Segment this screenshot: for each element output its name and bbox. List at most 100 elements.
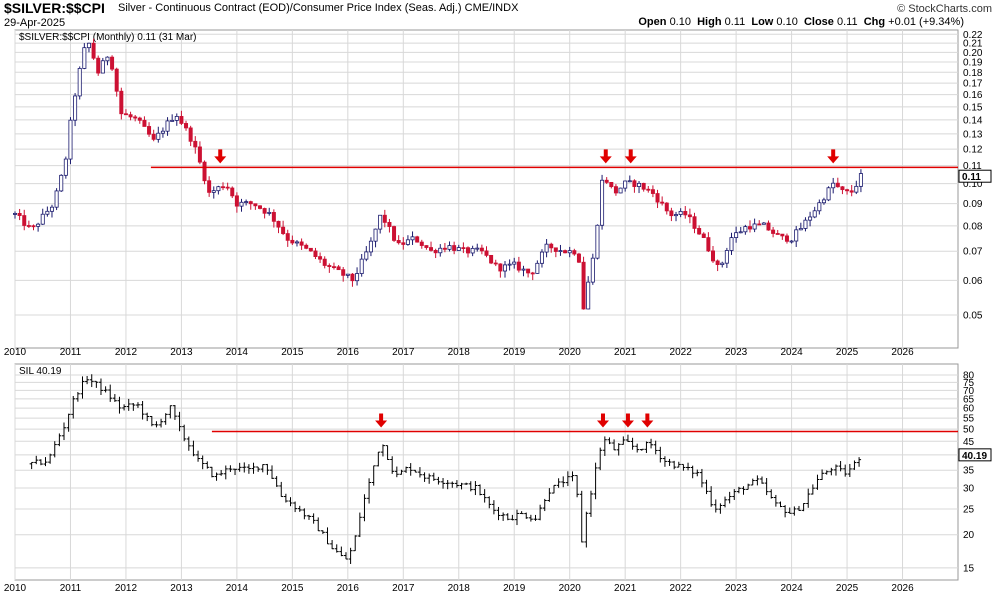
- candle-body: [627, 180, 632, 183]
- candle-body: [489, 254, 494, 264]
- x-tick-label: 2023: [725, 583, 748, 594]
- x-tick-label: 2018: [448, 583, 471, 594]
- candle-body: [234, 195, 239, 207]
- candle-body: [498, 263, 503, 272]
- last-value-label: 40.19: [962, 451, 987, 462]
- candle-body: [757, 223, 762, 226]
- candle-body: [840, 186, 845, 191]
- candle-body: [68, 119, 73, 160]
- y-tick-label: 25: [963, 505, 975, 516]
- y-tick-label: 20: [963, 530, 975, 541]
- candle-body: [521, 268, 526, 271]
- candle-body: [262, 208, 267, 214]
- candle-body: [336, 266, 341, 271]
- candle-body: [766, 222, 771, 231]
- candle-body: [179, 116, 184, 124]
- candle-body: [211, 190, 216, 193]
- candle-body: [669, 210, 674, 217]
- candle-body: [239, 201, 244, 207]
- candle-body: [86, 42, 91, 49]
- high-label: High: [697, 16, 722, 28]
- x-tick-label: 2025: [836, 583, 859, 594]
- candle-body: [502, 264, 507, 272]
- candle-body: [563, 250, 568, 254]
- y-tick-label: 0.18: [963, 68, 983, 79]
- candle-body: [401, 242, 406, 245]
- candle-body: [77, 68, 82, 97]
- candle-body: [456, 247, 461, 251]
- candle-body: [803, 219, 808, 229]
- candle-body: [600, 179, 605, 226]
- candle-body: [674, 214, 679, 217]
- candle-body: [82, 47, 87, 69]
- high-value: 0.11: [724, 16, 746, 28]
- candle-body: [424, 245, 429, 248]
- candle-body: [160, 130, 165, 134]
- candle-body: [637, 182, 642, 187]
- candle-body: [123, 113, 128, 116]
- candle-body: [373, 228, 378, 242]
- y-tick-label: 0.09: [963, 199, 983, 210]
- x-tick-label: 2011: [60, 583, 82, 594]
- candle-body: [188, 127, 193, 142]
- x-tick-label: 2013: [170, 583, 193, 594]
- candle-body: [230, 187, 235, 197]
- x-tick-label: 2015: [281, 583, 304, 594]
- x-tick-label: 2026: [891, 347, 914, 358]
- candle-body: [304, 244, 309, 249]
- y-tick-label: 0.11: [963, 161, 982, 172]
- candle-body: [378, 214, 383, 230]
- y-tick-label: 30: [963, 483, 975, 494]
- x-tick-label: 2013: [170, 347, 193, 358]
- candle-body: [854, 185, 859, 193]
- candle-body: [539, 251, 544, 264]
- candle-body: [775, 233, 780, 235]
- candle-body: [26, 225, 31, 227]
- candle-body: [345, 273, 350, 276]
- y-tick-label: 0.17: [963, 79, 983, 90]
- x-tick-label: 2020: [559, 583, 582, 594]
- candle-body: [105, 56, 110, 62]
- candle-body: [137, 117, 142, 121]
- down-arrow-icon: [375, 413, 388, 428]
- candle-body: [433, 249, 438, 254]
- candle-body: [290, 239, 295, 244]
- x-tick-label: 2018: [448, 347, 471, 358]
- candle-body: [355, 273, 360, 282]
- candle-body: [410, 236, 415, 241]
- candle-body: [359, 258, 364, 274]
- y-tick-label: 0.16: [963, 90, 983, 101]
- x-tick-label: 2016: [337, 583, 360, 594]
- open-label: Open: [638, 16, 667, 28]
- y-tick-label: 0.07: [963, 247, 983, 258]
- candle-body: [484, 250, 489, 256]
- candle-body: [110, 56, 115, 70]
- candle-body: [225, 186, 230, 189]
- candle-body: [466, 247, 471, 254]
- x-tick-label: 2021: [614, 583, 637, 594]
- candle-body: [170, 120, 175, 122]
- down-arrow-icon: [214, 149, 227, 164]
- x-tick-label: 2011: [60, 347, 82, 358]
- candle-body: [202, 161, 207, 182]
- candle-body: [526, 268, 531, 274]
- y-tick-label: 0.13: [963, 129, 983, 140]
- low-label: Low: [751, 16, 774, 28]
- candle-body: [184, 123, 189, 129]
- candle-body: [821, 199, 826, 204]
- candle-body: [618, 187, 623, 194]
- candle-body: [826, 187, 831, 201]
- candle-body: [45, 210, 50, 215]
- candle-body: [197, 146, 202, 163]
- candle-body: [461, 247, 466, 250]
- y-tick-label: 55: [963, 414, 975, 425]
- candle-body: [752, 223, 757, 230]
- y-tick-label: 0.06: [963, 276, 983, 287]
- candle-body: [253, 203, 258, 207]
- candle-body: [845, 189, 850, 192]
- candle-body: [812, 210, 817, 218]
- candle-body: [193, 140, 198, 148]
- candle-body: [438, 247, 443, 254]
- candle-body: [447, 245, 452, 250]
